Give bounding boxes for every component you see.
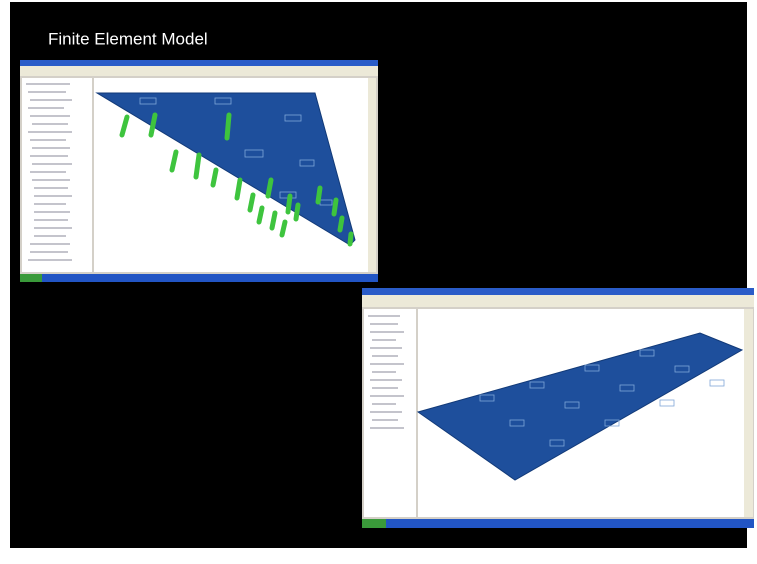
screenshot-bottom bbox=[362, 288, 754, 528]
page: Finite Element Model bbox=[0, 0, 757, 564]
toolbar bbox=[362, 295, 754, 307]
start-button bbox=[362, 519, 386, 528]
title-bar bbox=[362, 288, 754, 295]
tree-panel bbox=[22, 78, 92, 272]
side-toolbar bbox=[744, 309, 753, 517]
taskbar bbox=[362, 519, 754, 528]
side-toolbar bbox=[368, 78, 376, 272]
title-bar bbox=[20, 60, 378, 66]
toolbar bbox=[20, 66, 378, 76]
slide-title: Finite Element Model bbox=[48, 29, 208, 48]
screenshot-top bbox=[20, 60, 378, 282]
taskbar bbox=[20, 274, 378, 282]
slide: Finite Element Model bbox=[0, 0, 757, 564]
start-button bbox=[20, 274, 42, 282]
